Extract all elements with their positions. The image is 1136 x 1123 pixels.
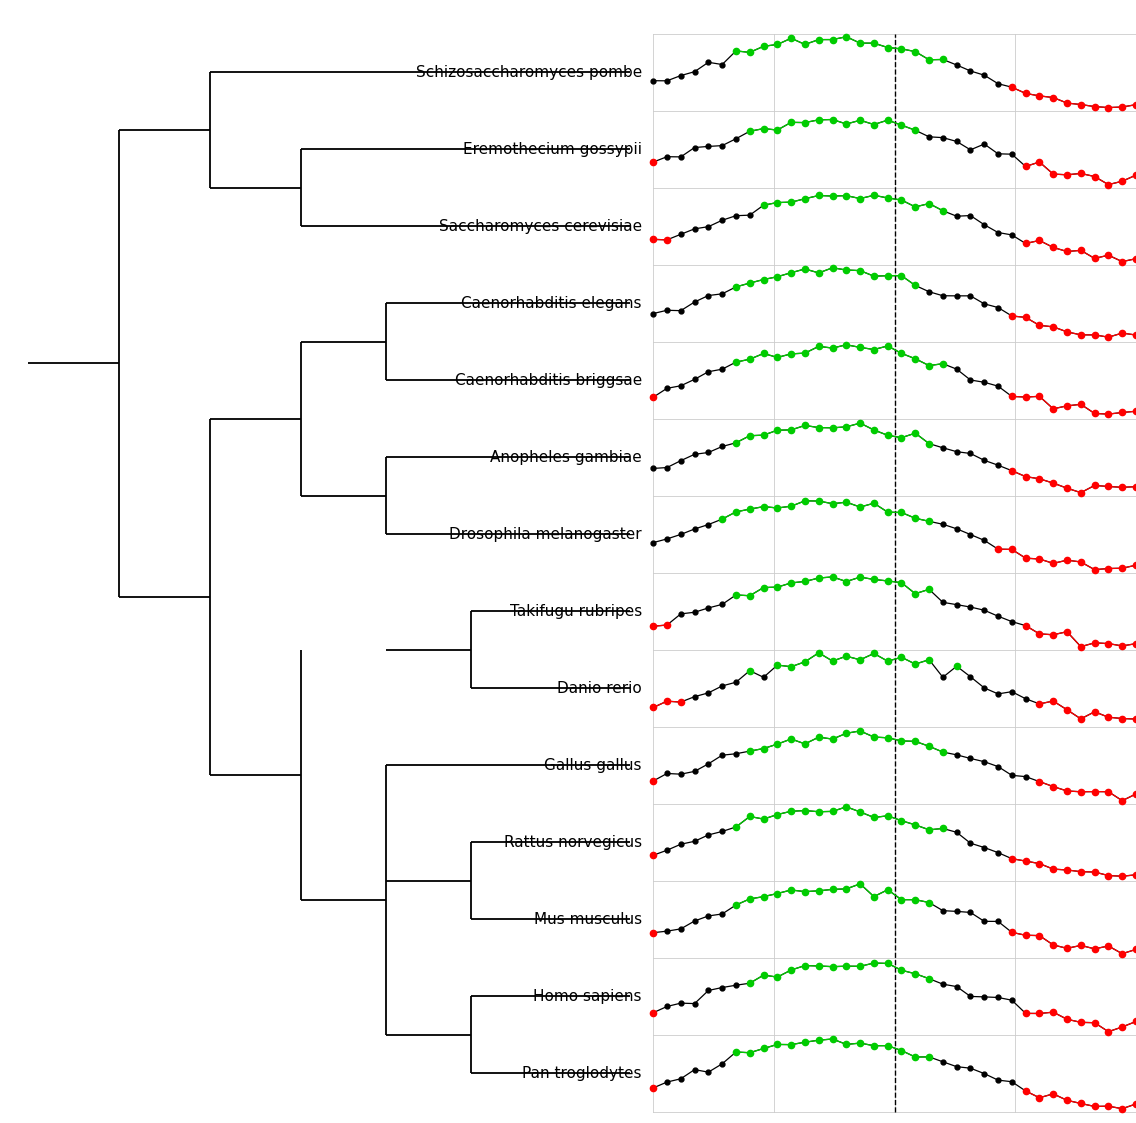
Text: Eremothecium gossypii: Eremothecium gossypii [462, 141, 642, 157]
Text: Gallus gallus: Gallus gallus [544, 758, 642, 773]
Text: Saccharomyces cerevisiae: Saccharomyces cerevisiae [438, 219, 642, 234]
Text: Anopheles gambiae: Anopheles gambiae [490, 449, 642, 465]
Text: Rattus norvegicus: Rattus norvegicus [503, 834, 642, 850]
Text: Schizosaccharomyces pombe: Schizosaccharomyces pombe [416, 65, 642, 80]
Text: Pan troglodytes: Pan troglodytes [523, 1066, 642, 1080]
Text: Homo sapiens: Homo sapiens [533, 988, 642, 1004]
Text: Mus musculus: Mus musculus [534, 912, 642, 926]
Text: Takifugu rubripes: Takifugu rubripes [510, 604, 642, 619]
Text: Drosophila melanogaster: Drosophila melanogaster [449, 527, 642, 541]
Text: Caenorhabditis elegans: Caenorhabditis elegans [461, 295, 642, 311]
Text: Danio rerio: Danio rerio [557, 681, 642, 696]
Text: Caenorhabditis briggsae: Caenorhabditis briggsae [454, 373, 642, 387]
